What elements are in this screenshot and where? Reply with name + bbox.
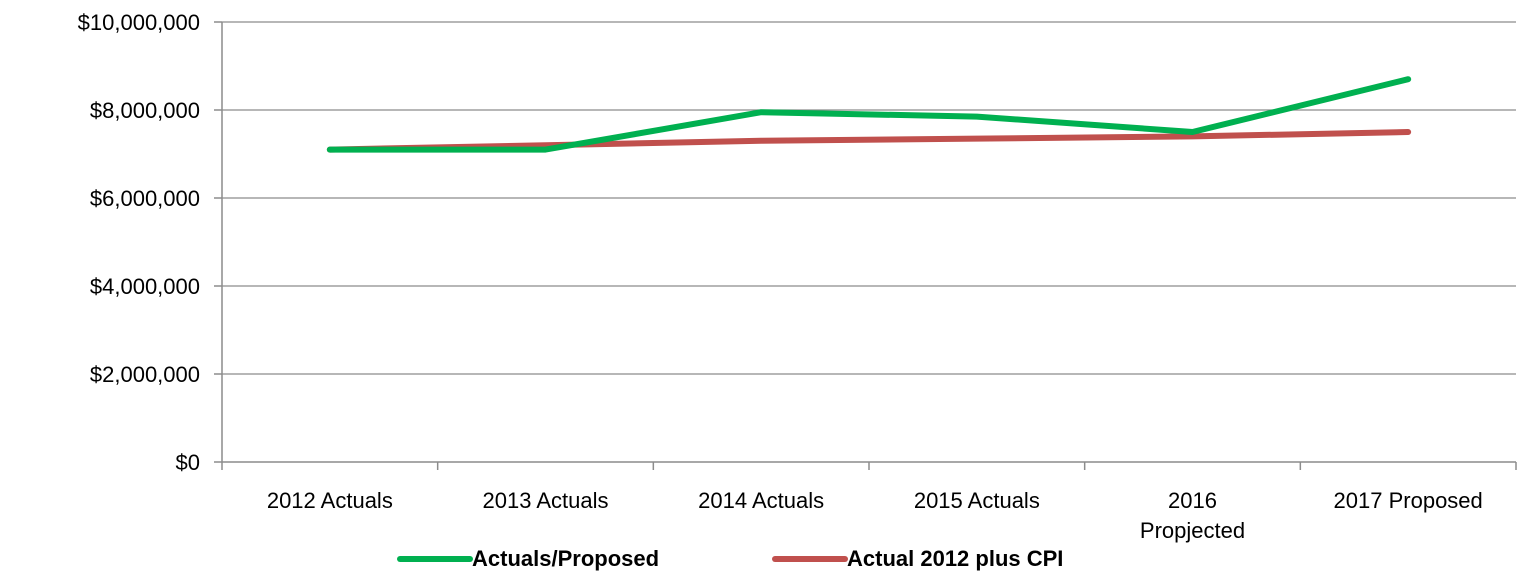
legend-label: Actuals/Proposed bbox=[472, 546, 659, 571]
x-tick-label: 2013 Actuals bbox=[483, 488, 609, 513]
data-point bbox=[1407, 131, 1409, 133]
data-point bbox=[760, 111, 762, 113]
x-axis-tick-labels: 2012 Actuals 2013 Actuals 2014 Actuals 2015… bbox=[267, 488, 1483, 543]
series-line-0 bbox=[326, 76, 1412, 153]
y-tick-label: $10,000,000 bbox=[78, 10, 200, 35]
y-tick-label: $8,000,000 bbox=[90, 98, 200, 123]
legend: Actuals/Proposed Actual 2012 plus CPI bbox=[397, 546, 1063, 571]
data-point bbox=[976, 138, 978, 140]
x-tick-label: 2014 Actuals bbox=[698, 488, 824, 513]
x-tick-label-line: 2016 bbox=[1168, 488, 1217, 513]
data-point bbox=[329, 149, 331, 151]
x-tick-label-line: Propjected bbox=[1140, 518, 1245, 543]
y-axis-tick-labels: $0 $2,000,000 $4,000,000 $6,000,000 $8,000,0… bbox=[78, 10, 200, 475]
legend-label: Actual 2012 plus CPI bbox=[847, 546, 1063, 571]
data-point bbox=[976, 116, 978, 118]
series-line-1 bbox=[326, 129, 1412, 153]
x-tick-label: 2016 Propjected bbox=[1140, 488, 1245, 543]
data-point bbox=[1192, 135, 1193, 137]
x-tick-label: 2015 Actuals bbox=[914, 488, 1040, 513]
data-point bbox=[1192, 131, 1193, 133]
data-point bbox=[1407, 78, 1409, 80]
x-tick-label-line: 2014 Actuals bbox=[698, 488, 824, 513]
x-tick-label-line: 2013 Actuals bbox=[483, 488, 609, 513]
x-tick-label: 2017 Proposed bbox=[1334, 488, 1483, 513]
y-tick-label: $4,000,000 bbox=[90, 274, 200, 299]
data-point bbox=[545, 149, 546, 151]
x-tick-label-line: 2015 Actuals bbox=[914, 488, 1040, 513]
data-point bbox=[545, 144, 546, 146]
x-tick-label-line: 2012 Actuals bbox=[267, 488, 393, 513]
x-tick-label-line: 2017 Proposed bbox=[1334, 488, 1483, 513]
data-point bbox=[760, 140, 762, 142]
y-tick-label: $0 bbox=[176, 450, 200, 475]
x-tick-label: 2012 Actuals bbox=[267, 488, 393, 513]
series-lines bbox=[326, 76, 1412, 153]
axes bbox=[214, 21, 1517, 470]
gridlines bbox=[222, 21, 1516, 375]
y-tick-label: $2,000,000 bbox=[90, 362, 200, 387]
y-tick-label: $6,000,000 bbox=[90, 186, 200, 211]
